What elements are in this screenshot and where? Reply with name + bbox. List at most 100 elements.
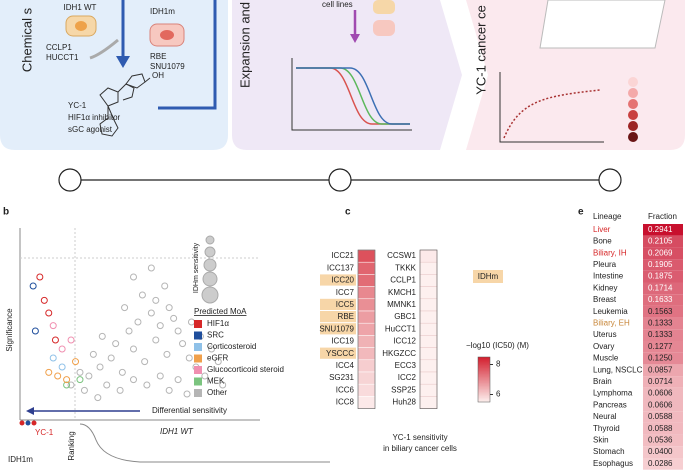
scatter-point <box>208 345 216 353</box>
colorbar-step <box>478 373 490 376</box>
label: OH <box>152 71 164 80</box>
fraction-value: 0.1277 <box>648 342 673 351</box>
label: IDH1 WT <box>160 427 194 436</box>
arrow <box>89 38 119 60</box>
row-label: SG231 <box>329 373 354 382</box>
lineage: Neural <box>593 412 617 421</box>
fraction-cell <box>643 317 683 330</box>
colorbar-step <box>478 361 490 364</box>
timeline-node <box>58 168 82 192</box>
panel-bg <box>232 0 462 150</box>
legend-swatch <box>473 270 503 283</box>
scatter-point <box>130 273 137 281</box>
scatter-point <box>134 318 142 326</box>
row-label: ICC21 <box>331 251 354 260</box>
row-label: ICC6 <box>336 385 355 394</box>
fraction-cell <box>643 399 683 412</box>
fraction-value: 0.1633 <box>648 295 673 304</box>
caption: YC-1 sensitivity <box>392 433 447 442</box>
lineage: Intestine <box>593 272 624 281</box>
fraction-value: 0.1250 <box>648 354 673 363</box>
colorbar-step <box>478 369 490 371</box>
curve <box>296 67 410 125</box>
fraction-value: 0.0588 <box>648 424 673 433</box>
heat-cell <box>357 274 376 287</box>
label: sGC agonist <box>68 125 113 134</box>
scatter-point <box>96 363 104 371</box>
legend-swatch <box>194 320 202 328</box>
row-label: ICC12 <box>393 337 416 346</box>
scatter-point <box>31 327 39 335</box>
legend-label: MEK <box>207 377 225 386</box>
lineage: Pleura <box>593 260 617 269</box>
scatter-point <box>147 309 155 317</box>
scatter-point <box>112 340 120 348</box>
row-label: ICC2 <box>398 373 417 382</box>
scatter-point <box>161 282 169 290</box>
fraction-value: 0.0536 <box>648 436 673 445</box>
fraction-value: 0.2941 <box>648 225 673 234</box>
scatter-point <box>63 376 71 384</box>
colorbar-step <box>478 372 490 374</box>
heat-cell <box>419 249 438 263</box>
scatter-point <box>152 336 160 344</box>
colorbar-frame <box>477 356 491 403</box>
legend-label: Other <box>207 388 227 397</box>
axis-title: Ranking <box>67 431 76 460</box>
scatter-point <box>121 304 129 312</box>
fraction-value: 0.1563 <box>648 307 673 316</box>
colorbar-step <box>478 363 490 365</box>
legend-label: SRC <box>207 331 224 340</box>
scatter-point <box>49 322 57 330</box>
arrow-head <box>116 56 130 68</box>
axis <box>499 72 604 143</box>
scatter-point <box>152 296 160 304</box>
colorbar-step <box>478 387 490 389</box>
lineage: Esophagus <box>593 459 633 468</box>
colorbar-step <box>478 399 490 401</box>
fraction-cell <box>643 329 683 341</box>
heat-cell <box>419 383 438 397</box>
scatter-point <box>85 372 93 380</box>
scatter-point <box>94 394 102 402</box>
colorbar-step <box>478 381 490 383</box>
legend-label: Corticosteroid <box>207 342 256 351</box>
nucleus <box>75 21 87 31</box>
row-label: YSCCC <box>326 349 354 358</box>
heat-cell <box>357 383 376 397</box>
cell-icon <box>373 20 395 36</box>
nucleus <box>160 30 174 40</box>
idhm-highlight <box>320 311 356 323</box>
fraction-value: 0.1875 <box>648 272 673 281</box>
scatter-point <box>76 376 84 384</box>
colorbar-tick-label: 6 <box>496 390 501 399</box>
fraction-cell <box>643 235 683 248</box>
scatter-point <box>67 381 75 389</box>
fraction-cell <box>643 364 683 377</box>
fraction-cell <box>643 294 683 306</box>
scatter-point <box>80 386 88 394</box>
rank-markers <box>19 420 37 426</box>
heat-cell <box>419 261 438 275</box>
legend-swatch <box>194 366 202 374</box>
lineage: Lung, NSCLC <box>593 365 643 374</box>
colorbar-step <box>478 364 490 367</box>
axis-title: Significance <box>5 308 14 352</box>
legend-swatch <box>194 331 202 340</box>
plate-icon <box>539 0 666 49</box>
scatter-point <box>219 381 227 389</box>
colorbar-step <box>478 400 490 403</box>
colorbar-step <box>478 384 490 386</box>
row-label: KMCH1 <box>388 288 417 297</box>
scatter-point <box>67 336 75 344</box>
row-label: CCSW1 <box>387 251 416 260</box>
legend-swatch <box>194 389 202 397</box>
scatter-point <box>130 376 137 384</box>
row-label: HuCCT1 <box>385 324 417 333</box>
row-label: ICC8 <box>336 398 355 407</box>
scatter-point <box>179 340 187 348</box>
panel-title: YC-1 cancer ce <box>473 5 488 95</box>
colorbar-step <box>478 357 490 359</box>
colorbar-step <box>478 360 490 362</box>
scatter-point <box>45 309 53 317</box>
